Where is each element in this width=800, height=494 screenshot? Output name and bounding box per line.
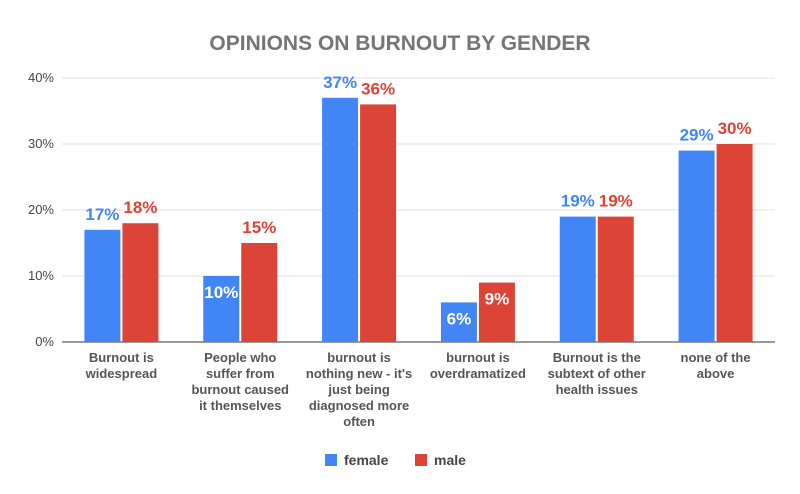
data-label-male: 30% bbox=[718, 119, 752, 138]
chart-title: OPINIONS ON BURNOUT BY GENDER bbox=[209, 32, 590, 55]
bar-female bbox=[322, 97, 359, 342]
y-tick-label: 0% bbox=[35, 334, 54, 349]
legend-label-female: female bbox=[344, 452, 389, 468]
y-axis-ticks: 0% 10% 20% 30% 40% bbox=[28, 70, 54, 349]
data-label-male: 18% bbox=[123, 198, 157, 217]
y-tick-label: 10% bbox=[28, 268, 54, 283]
legend-item-female[interactable]: female bbox=[325, 452, 389, 468]
y-tick-label: 30% bbox=[28, 136, 54, 151]
category-label: burnout is nothing new - it's just being di… bbox=[306, 350, 412, 429]
category-label: Burnout is the subtext of other health iss… bbox=[548, 350, 646, 397]
bar-male bbox=[716, 144, 753, 342]
bars bbox=[84, 97, 753, 343]
category-label: burnout is overdramatized bbox=[430, 350, 526, 381]
data-label-female: 17% bbox=[85, 205, 119, 224]
data-label-female: 10% bbox=[204, 283, 238, 302]
y-tick-label: 20% bbox=[28, 202, 54, 217]
data-label-male: 19% bbox=[599, 192, 633, 211]
bar-male bbox=[241, 243, 278, 342]
category-label: People who suffer from burnout caused it th… bbox=[191, 350, 289, 413]
y-tick-label: 40% bbox=[28, 70, 54, 85]
data-label-male: 9% bbox=[485, 290, 510, 309]
data-label-male: 36% bbox=[361, 79, 395, 98]
bar-male bbox=[597, 216, 634, 342]
bar-male bbox=[122, 223, 159, 342]
bar-male bbox=[360, 104, 397, 343]
x-axis-categories: Burnout is widespread People who suffer fro… bbox=[85, 350, 751, 429]
bar-female bbox=[84, 229, 121, 342]
legend-swatch-female bbox=[325, 454, 337, 466]
legend-swatch-male bbox=[415, 454, 427, 466]
bar-male bbox=[478, 282, 515, 342]
data-label-female: 37% bbox=[323, 73, 357, 92]
legend-item-male[interactable]: male bbox=[415, 452, 466, 468]
bar-female bbox=[559, 216, 596, 342]
bar-female bbox=[203, 276, 240, 342]
data-label-male: 15% bbox=[242, 218, 276, 237]
bar-female bbox=[440, 302, 477, 342]
legend-label-male: male bbox=[434, 452, 466, 468]
data-label-female: 29% bbox=[680, 126, 714, 145]
data-label-female: 19% bbox=[561, 192, 595, 211]
category-label: none of the above bbox=[681, 350, 751, 381]
data-label-female: 6% bbox=[447, 309, 472, 328]
legend[interactable]: female male bbox=[325, 452, 466, 468]
data-labels: 17% 18% 10% 15% 37% 36% 6% 9% 19% 19% 29% 30% bbox=[85, 73, 751, 329]
bar-female bbox=[678, 150, 715, 342]
category-label: Burnout is widespread bbox=[85, 350, 158, 381]
gridlines bbox=[62, 77, 775, 343]
